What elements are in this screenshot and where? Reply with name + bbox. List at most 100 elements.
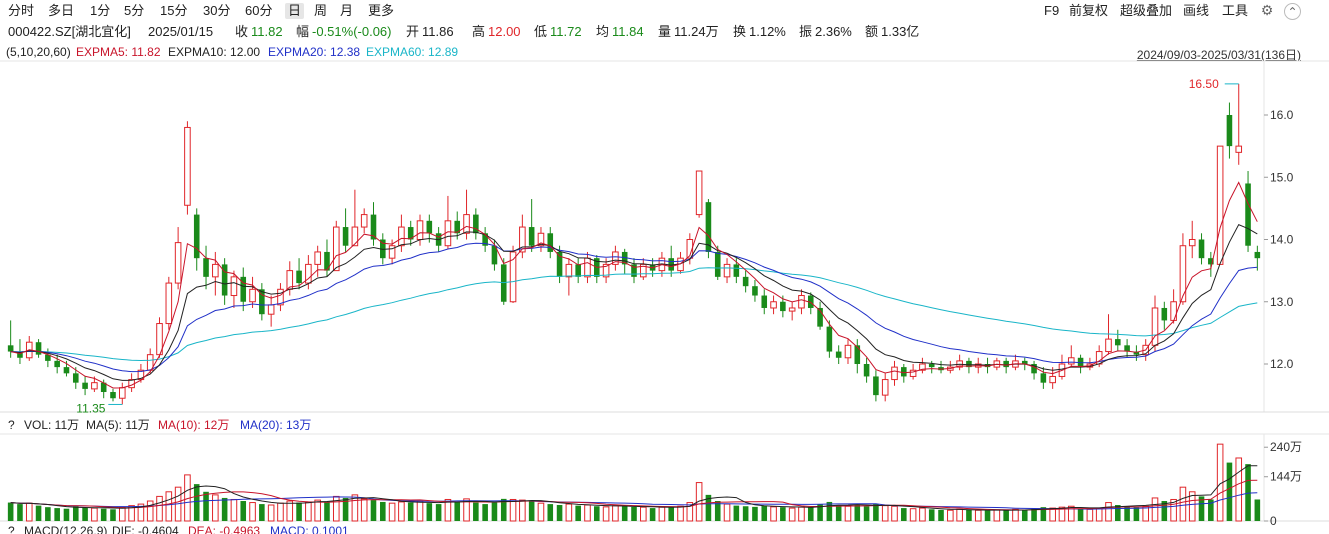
vol-ma5-legend: MA(5): 11万 xyxy=(86,418,150,432)
high-label: 高 xyxy=(472,24,486,39)
volume-bar-94 xyxy=(881,505,889,522)
ema10-legend: EXPMA10: 12.00 xyxy=(168,45,261,59)
settings-gear-icon[interactable]: ⚙ xyxy=(1260,2,1274,18)
amount-label: 额 xyxy=(865,24,879,39)
candle-body-48 xyxy=(454,220,461,234)
period-tab-8[interactable]: 周 xyxy=(314,3,328,18)
toolbar-right-3[interactable]: 画线 xyxy=(1183,3,1210,18)
collapse-up-icon[interactable]: ⌃ xyxy=(1284,3,1301,20)
candle-body-119 xyxy=(1115,339,1121,346)
candle-body-111 xyxy=(1040,373,1047,383)
volume-bar-93 xyxy=(873,504,879,521)
candle-body-92 xyxy=(863,364,870,377)
period-tab-3[interactable]: 5分 xyxy=(124,3,145,18)
candle-body-107 xyxy=(1003,360,1009,368)
volume-bar-79 xyxy=(742,506,749,521)
candle-body-15 xyxy=(146,354,154,371)
period-tab-10[interactable]: 更多 xyxy=(368,3,395,18)
candle-body-90 xyxy=(844,344,852,359)
volume-bar-65 xyxy=(612,505,619,522)
volume-bar-11 xyxy=(110,509,116,521)
candle-body-120 xyxy=(1124,345,1130,352)
volume-bar-84 xyxy=(788,507,796,522)
candle-body-27 xyxy=(259,289,265,315)
turnover-label: 换 xyxy=(733,24,747,39)
volume-bar-103 xyxy=(966,509,972,521)
period-tab-9[interactable]: 月 xyxy=(340,3,354,18)
period-tab-7[interactable]: 日 xyxy=(285,3,305,19)
volume-bar-97 xyxy=(909,508,917,522)
price-tick-label-0: 12.0 xyxy=(1270,357,1294,371)
ema20-legend: EXPMA20: 12.38 xyxy=(268,45,361,59)
volume-bar-10 xyxy=(100,508,107,521)
amplitude-value: 2.36% xyxy=(815,24,852,39)
volume-bar-73 xyxy=(686,502,694,522)
volume-legend: ? VOL: 11万 MA(5): 11万 MA(10): 12万 MA(20)… xyxy=(0,416,1329,434)
period-tab-1[interactable]: 多日 xyxy=(48,3,75,18)
candle-body-83 xyxy=(780,301,786,312)
candle-body-21 xyxy=(203,258,209,277)
date-range[interactable]: 2024/09/03-2025/03/31(136日) xyxy=(1136,48,1301,62)
candle-body-64 xyxy=(602,263,610,278)
period-tab-4[interactable]: 15分 xyxy=(160,3,188,18)
period-tab-6[interactable]: 60分 xyxy=(245,3,273,18)
period-tab-5[interactable]: 30分 xyxy=(203,3,231,18)
candle-body-32 xyxy=(305,263,312,284)
volume-bar-34 xyxy=(324,501,330,521)
candle-body-28 xyxy=(267,304,275,315)
toolbar-right-0[interactable]: F9 xyxy=(1044,3,1060,18)
candle-body-71 xyxy=(668,258,675,271)
candle-body-49 xyxy=(463,214,470,234)
candle-body-52 xyxy=(491,245,498,265)
toolbar-right-2[interactable]: 超级叠加 xyxy=(1120,3,1173,18)
macd-help-icon[interactable]: ? xyxy=(8,524,15,534)
toolbar-right-4[interactable]: 工具 xyxy=(1222,3,1249,18)
stock-code: 000422.SZ[湖北宜化] xyxy=(8,24,131,39)
low-value: 11.72 xyxy=(550,24,582,39)
candle-body-18 xyxy=(174,242,182,284)
candle-body-118 xyxy=(1105,338,1112,353)
volume-bar-26 xyxy=(249,502,256,522)
period-tab-0[interactable]: 分时 xyxy=(8,3,35,18)
volume-bar-110 xyxy=(1031,508,1037,521)
toolbar-right-1[interactable]: 前复权 xyxy=(1069,3,1109,18)
vol-ma10-legend: MA(10): 12万 xyxy=(158,418,230,432)
volume-bar-16 xyxy=(156,495,163,522)
candle-body-87 xyxy=(817,307,823,327)
candle-body-124 xyxy=(1161,307,1168,321)
candle-body-11 xyxy=(110,392,116,399)
candle-body-36 xyxy=(342,227,349,246)
candle-body-112 xyxy=(1049,375,1056,384)
candle-body-80 xyxy=(752,286,758,296)
candle-body-74 xyxy=(695,170,703,216)
candle-body-103 xyxy=(966,360,972,368)
candle-body-0 xyxy=(7,345,14,352)
turnover-value: 1.12% xyxy=(749,24,786,39)
period-tab-2[interactable]: 1分 xyxy=(90,3,111,18)
volume-bar-95 xyxy=(891,505,898,522)
vol-help-icon[interactable]: ? xyxy=(8,418,15,432)
candle-body-116 xyxy=(1086,363,1094,368)
volume-bar-98 xyxy=(919,507,926,522)
volume-bar-64 xyxy=(602,506,610,522)
candle-body-26 xyxy=(249,288,256,303)
open-value: 11.86 xyxy=(422,24,454,39)
candle-body-34 xyxy=(324,251,330,271)
candle-body-127 xyxy=(1188,239,1196,247)
volume-bar-49 xyxy=(463,498,470,522)
change-label: 幅 xyxy=(296,24,310,39)
candle-body-77 xyxy=(723,263,731,278)
volume-bar-43 xyxy=(407,502,414,521)
volume-bar-104 xyxy=(974,509,982,522)
quote-date: 2025/01/15 xyxy=(148,24,214,39)
volume-bar-36 xyxy=(342,497,349,521)
volume-bar-72 xyxy=(677,505,684,522)
candle-body-82 xyxy=(770,301,777,309)
volume-bar-107 xyxy=(1003,510,1009,521)
volume-bar-123 xyxy=(1151,497,1159,522)
volume-bar-91 xyxy=(854,505,861,521)
volume-bar-101 xyxy=(947,509,954,522)
candle-body-24 xyxy=(230,276,238,297)
price-tick-label-4: 16.0 xyxy=(1270,108,1294,122)
